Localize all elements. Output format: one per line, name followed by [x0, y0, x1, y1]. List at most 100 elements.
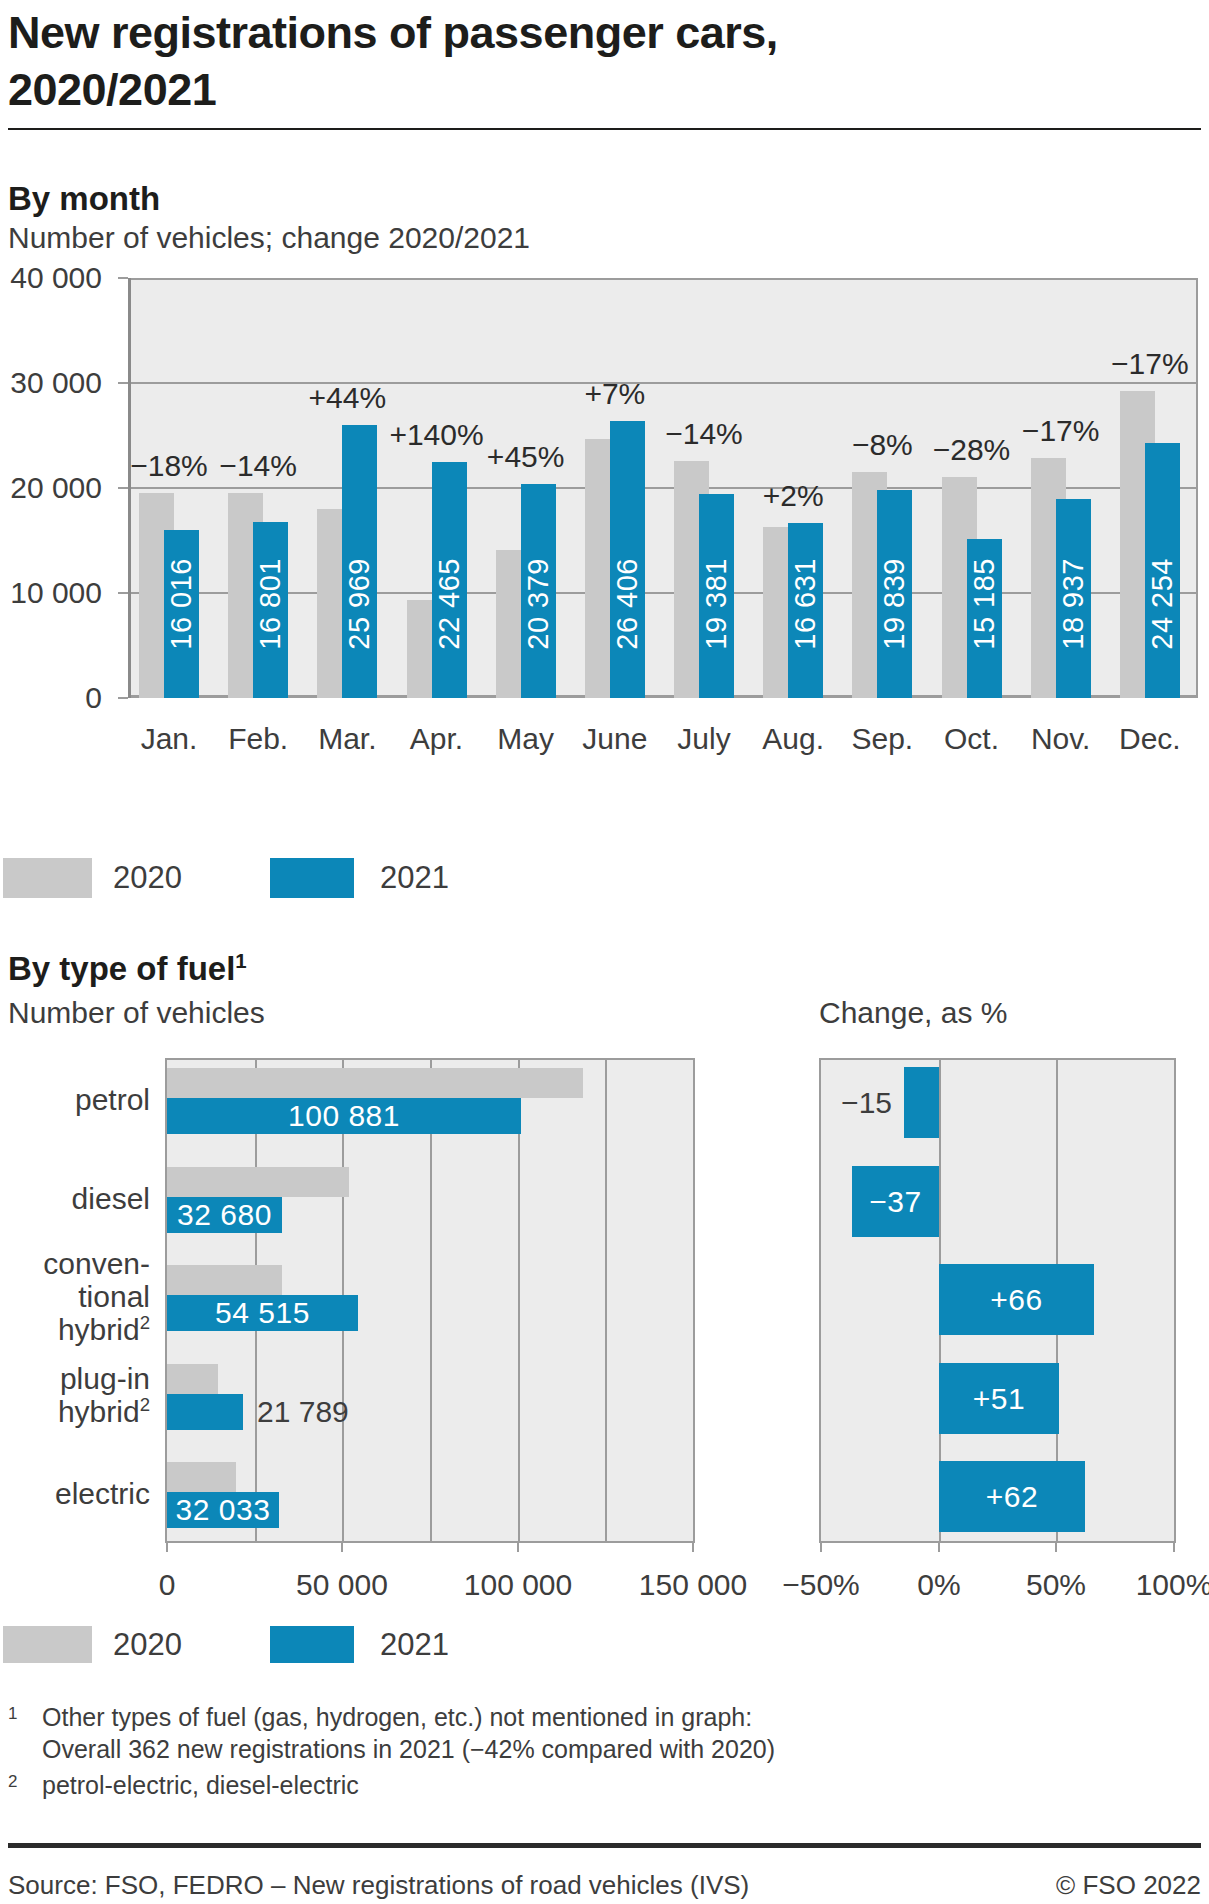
- month-group-June: 26 406+7%: [585, 278, 645, 698]
- category-label-line: hybrid2: [0, 1395, 150, 1428]
- copyright-text: © FSO 2022: [1056, 1870, 1201, 1901]
- bar-2021: 24 254: [1145, 443, 1180, 698]
- bar-value-label: 19 839: [877, 558, 912, 650]
- monthly-heading: By month: [8, 180, 160, 218]
- bar-2021: 20 379: [521, 484, 556, 698]
- month-group-Feb: 16 801−14%: [228, 278, 288, 698]
- x-tick-mark: [1173, 1543, 1175, 1552]
- footnote-2: 2 petrol-electric, diesel-electric: [8, 1769, 1188, 1801]
- fuel-bar-2021: 32 033: [167, 1492, 279, 1528]
- fuel-heading-text: By type of fuel: [8, 950, 235, 987]
- fuel-categories: petroldieselconven-tionalhybrid2plug-inh…: [0, 1058, 160, 1543]
- bar-2021: 16 016: [164, 530, 199, 698]
- fuel-bar-value-label: 32 033: [176, 1493, 271, 1527]
- fuel-bar-2021: 21 789: [167, 1394, 243, 1430]
- month-label: June: [570, 722, 660, 756]
- change-label: −17%: [1001, 414, 1121, 448]
- category-label-petrol: petrol: [0, 1083, 150, 1116]
- category-label-line: tional: [0, 1280, 150, 1313]
- legend-swatch-2021: [270, 858, 354, 898]
- fuel-bar-value-label: 54 515: [215, 1296, 310, 1330]
- bar-value-label: 26 406: [610, 558, 645, 650]
- bar-value-label: 22 465: [432, 558, 467, 650]
- change-bar: +66: [939, 1264, 1094, 1335]
- category-label-line: hybrid2: [0, 1313, 150, 1346]
- fuel-bar-2020: [167, 1265, 282, 1295]
- y-tick-mark: [118, 697, 128, 699]
- category-label-diesel: diesel: [0, 1182, 150, 1215]
- month-group-Sep: 19 839−8%: [852, 278, 912, 698]
- bar-value-label: 16 631: [788, 558, 823, 650]
- change-bar: −15: [904, 1067, 939, 1138]
- x-tick-mark: [938, 1543, 940, 1552]
- footnote-1: 1 Other types of fuel (gas, hydrogen, et…: [8, 1701, 1188, 1765]
- change-label: +2%: [733, 479, 853, 513]
- bar-2021: 22 465: [432, 462, 467, 698]
- bar-value-label: 18 937: [1056, 558, 1091, 650]
- bar-value-label: 15 185: [967, 558, 1002, 650]
- month-group-July: 19 381−14%: [674, 278, 734, 698]
- source-row: Source: FSO, FEDRO – New registrations o…: [8, 1870, 1201, 1901]
- fuel-xaxis-labels: 050 000100 000150 000−50%0%50%100%: [0, 1568, 1209, 1604]
- x-tick-mark: [1055, 1543, 1057, 1552]
- page-title-line2: 2020/2021: [8, 61, 778, 118]
- category-label-line: plug-in: [0, 1362, 150, 1395]
- change-label: −14%: [198, 449, 318, 483]
- change-label: −14%: [644, 417, 764, 451]
- category-label-line: petrol: [0, 1083, 150, 1116]
- y-tick-mark: [118, 277, 128, 279]
- y-tick-mark: [118, 382, 128, 384]
- month-group-Nov: 18 937−17%: [1031, 278, 1091, 698]
- bar-2021: 19 381: [699, 494, 734, 698]
- change-bar-label: +62: [986, 1480, 1038, 1514]
- month-label: Apr.: [392, 722, 482, 756]
- fuel-bar-2020: [167, 1068, 583, 1098]
- legend-swatch-2021: [270, 1626, 354, 1663]
- category-label-line: diesel: [0, 1182, 150, 1215]
- month-group-Oct: 15 185−28%: [942, 278, 1002, 698]
- change-bar: −37: [852, 1166, 939, 1237]
- gridline-125000: [605, 1060, 607, 1541]
- y-tick-mark: [118, 487, 128, 489]
- change-bar-label: −15: [841, 1086, 892, 1120]
- month-group-Apr: 22 465+140%: [407, 278, 467, 698]
- fuel-change-plot: −15 −37 +66 +51 +62: [819, 1058, 1176, 1543]
- category-footnote-marker: 2: [140, 1394, 150, 1415]
- change-bar-label: +51: [973, 1382, 1025, 1416]
- category-label-line: conven-: [0, 1247, 150, 1280]
- change-bar-label: +66: [990, 1283, 1042, 1317]
- legend-label-2020: 2020: [113, 858, 182, 898]
- month-label: Nov.: [1016, 722, 1106, 756]
- x-tick-label: 100 000: [428, 1568, 608, 1602]
- change-bar-label: −37: [869, 1185, 921, 1219]
- change-bar: +51: [939, 1363, 1059, 1434]
- monthly-xaxis-labels: Jan.Feb.Mar.Apr.MayJuneJulyAug.Sep.Oct.N…: [128, 722, 1198, 762]
- month-group-Mar: 25 969+44%: [317, 278, 377, 698]
- bar-2021: 18 937: [1056, 499, 1091, 698]
- bar-value-label: 16 801: [253, 558, 288, 650]
- fuel-count-plot: 100 88132 68054 51521 78932 033: [165, 1058, 695, 1543]
- month-group-Dec: 24 254−17%: [1120, 278, 1180, 698]
- fuel-bar-2020: [167, 1167, 349, 1197]
- category-label-plug-in: plug-inhybrid2: [0, 1362, 150, 1428]
- month-label: May: [481, 722, 571, 756]
- bar-2021: 15 185: [967, 539, 1002, 698]
- category-label-line: electric: [0, 1477, 150, 1510]
- footnote-2-text: petrol-electric, diesel-electric: [42, 1769, 359, 1801]
- fuel-bar-2020: [167, 1462, 236, 1492]
- footnote-1-marker: 1: [8, 1701, 42, 1765]
- category-label-conven-: conven-tionalhybrid2: [0, 1247, 150, 1346]
- x-tick-mark: [517, 1543, 519, 1552]
- bar-value-label: 25 969: [342, 558, 377, 650]
- bar-2021: 19 839: [877, 490, 912, 698]
- fuel-heading: By type of fuel1: [8, 950, 247, 988]
- month-group-Jan: 16 016−18%: [139, 278, 199, 698]
- footnote-1-line1: Other types of fuel (gas, hydrogen, etc.…: [42, 1701, 775, 1733]
- y-tick-label: 30 000: [0, 366, 102, 400]
- month-label: Mar.: [302, 722, 392, 756]
- change-bar: +62: [939, 1461, 1085, 1532]
- fuel-bar-value-label: 100 881: [288, 1099, 400, 1133]
- title-divider: [8, 128, 1201, 130]
- page-title-line1: New registrations of passenger cars,: [8, 4, 778, 61]
- month-label: Feb.: [213, 722, 303, 756]
